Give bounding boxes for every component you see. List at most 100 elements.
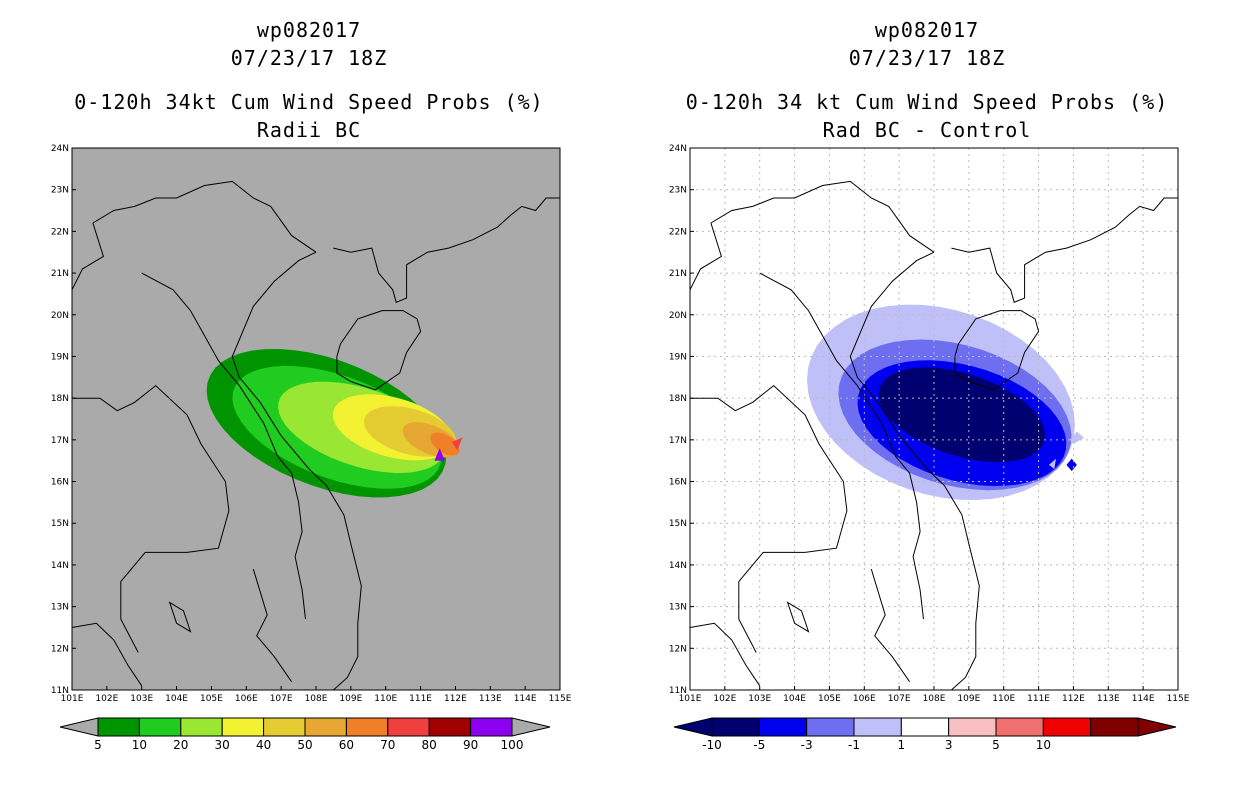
colorbar-arrow-right	[511, 717, 551, 737]
lat-label: 13N	[669, 603, 687, 613]
lake-outline	[786, 601, 810, 633]
colorbar-swatch	[758, 717, 808, 737]
colorbar-arrow-left	[59, 717, 99, 737]
lon-label: 105E	[200, 694, 223, 704]
diff-contour-4	[878, 367, 1046, 463]
right-panel: wp082017 07/23/17 18Z 0-120h 34 kt Cum W…	[618, 0, 1236, 800]
lat-label: 22N	[51, 227, 69, 237]
colorbar-swatch	[345, 717, 389, 737]
lat-label: 19N	[51, 352, 69, 362]
lon-label: 108E	[305, 694, 328, 704]
coastline	[72, 384, 230, 653]
lon-label: 112E	[1062, 694, 1085, 704]
colorbar-label: 60	[339, 738, 354, 752]
colorbar-swatch	[711, 717, 760, 737]
lon-label: 112E	[444, 694, 467, 704]
colorbar-label: 20	[173, 738, 188, 752]
prob-contour-peak	[451, 437, 463, 451]
coastline	[759, 272, 924, 620]
colorbar-swatch	[948, 717, 997, 737]
lat-label: 21N	[51, 269, 69, 279]
lon-label: 109E	[339, 694, 362, 704]
coastline	[71, 222, 104, 291]
colorbar-label: -10	[702, 738, 722, 752]
map-title: 0-120h 34 kt Cum Wind Speed Probs (%)	[685, 90, 1169, 114]
lon-label: 115E	[1167, 694, 1190, 704]
lat-label: 14N	[669, 561, 687, 571]
colorbar-label: 80	[422, 738, 437, 752]
lon-label: 114E	[514, 694, 537, 704]
colorbar-label: 100	[501, 738, 524, 752]
left-panel: wp082017 07/23/17 18Z 0-120h 34kt Cum Wi…	[51, 18, 572, 752]
lon-label: 106E	[853, 694, 876, 704]
colorbar-label: -5	[753, 738, 765, 752]
lon-label: 110E	[992, 694, 1015, 704]
coastline	[71, 622, 143, 687]
storm-id: wp082017	[874, 18, 980, 42]
datetime: 07/23/17 18Z	[230, 46, 388, 70]
lat-label: 18N	[51, 394, 69, 404]
lon-label: 106E	[235, 694, 258, 704]
lon-label: 103E	[130, 694, 153, 704]
storm-id: wp082017	[256, 18, 362, 42]
prob-contour-7	[430, 432, 460, 456]
coastline	[690, 384, 848, 653]
lat-label: 22N	[669, 227, 687, 237]
lon-label: 107E	[888, 694, 911, 704]
coastline	[849, 251, 980, 691]
coastline	[92, 180, 317, 253]
colorbar-label: 5	[94, 738, 102, 752]
coastline	[689, 622, 761, 687]
coastline	[231, 251, 362, 691]
colorbar-swatch	[995, 717, 1044, 737]
lat-label: 23N	[51, 186, 69, 196]
colorbar-label: 10	[132, 738, 147, 752]
lon-label: 110E	[374, 694, 397, 704]
lat-label: 21N	[669, 269, 687, 279]
lat-label: 15N	[51, 519, 69, 529]
lat-label: 17N	[669, 436, 687, 446]
diff-contour-small	[1049, 458, 1056, 469]
coastline	[252, 568, 293, 682]
colorbar-swatch	[221, 717, 265, 737]
colorbar-label: 5	[992, 738, 1000, 752]
probability-map: 24N 23N 22N 21N 20N 19N 18N 17N 16N 15N 14N 13N 12N 1…	[51, 144, 572, 752]
colorbar-label: -1	[848, 738, 860, 752]
colorbar-swatch	[853, 717, 902, 737]
lon-label: 109E	[957, 694, 980, 704]
lon-label: 113E	[1097, 694, 1120, 704]
lon-label: 108E	[923, 694, 946, 704]
lat-label: 23N	[669, 186, 687, 196]
lat-label: 19N	[669, 352, 687, 362]
lon-label: 102E	[713, 694, 736, 704]
lon-label: 114E	[1132, 694, 1155, 704]
coastline	[710, 180, 935, 253]
lat-label: 24N	[669, 144, 687, 154]
colorbar-arrow-left	[673, 717, 713, 737]
lon-label: 113E	[479, 694, 502, 704]
colorbar-arrow-right	[1137, 717, 1177, 737]
colorbar-swatch	[304, 717, 347, 737]
diff-contour-small	[1066, 458, 1077, 472]
coastline	[141, 272, 306, 620]
coastline	[689, 222, 722, 291]
map-subtitle: Radii BC	[256, 118, 362, 142]
lat-label: 12N	[51, 644, 69, 654]
colorbar-swatch	[263, 717, 306, 737]
lon-label: 102E	[95, 694, 118, 704]
lon-label: 104E	[165, 694, 188, 704]
coastline	[333, 197, 560, 303]
map-title: 0-120h 34kt Cum Wind Speed Probs (%)	[74, 90, 544, 114]
lon-label: 105E	[818, 694, 841, 704]
colorbar-swatch	[180, 717, 223, 737]
lat-label: 15N	[669, 519, 687, 529]
colorbar-swatch	[97, 717, 140, 737]
coastline	[951, 197, 1178, 303]
lat-label: 16N	[669, 478, 687, 488]
datetime: 07/23/17 18Z	[848, 46, 1006, 70]
colorbar-swatch	[806, 717, 855, 737]
lon-label: 111E	[409, 694, 432, 704]
colorbar-label: 40	[256, 738, 271, 752]
lat-label: 13N	[51, 603, 69, 613]
lat-label: 20N	[669, 311, 687, 321]
